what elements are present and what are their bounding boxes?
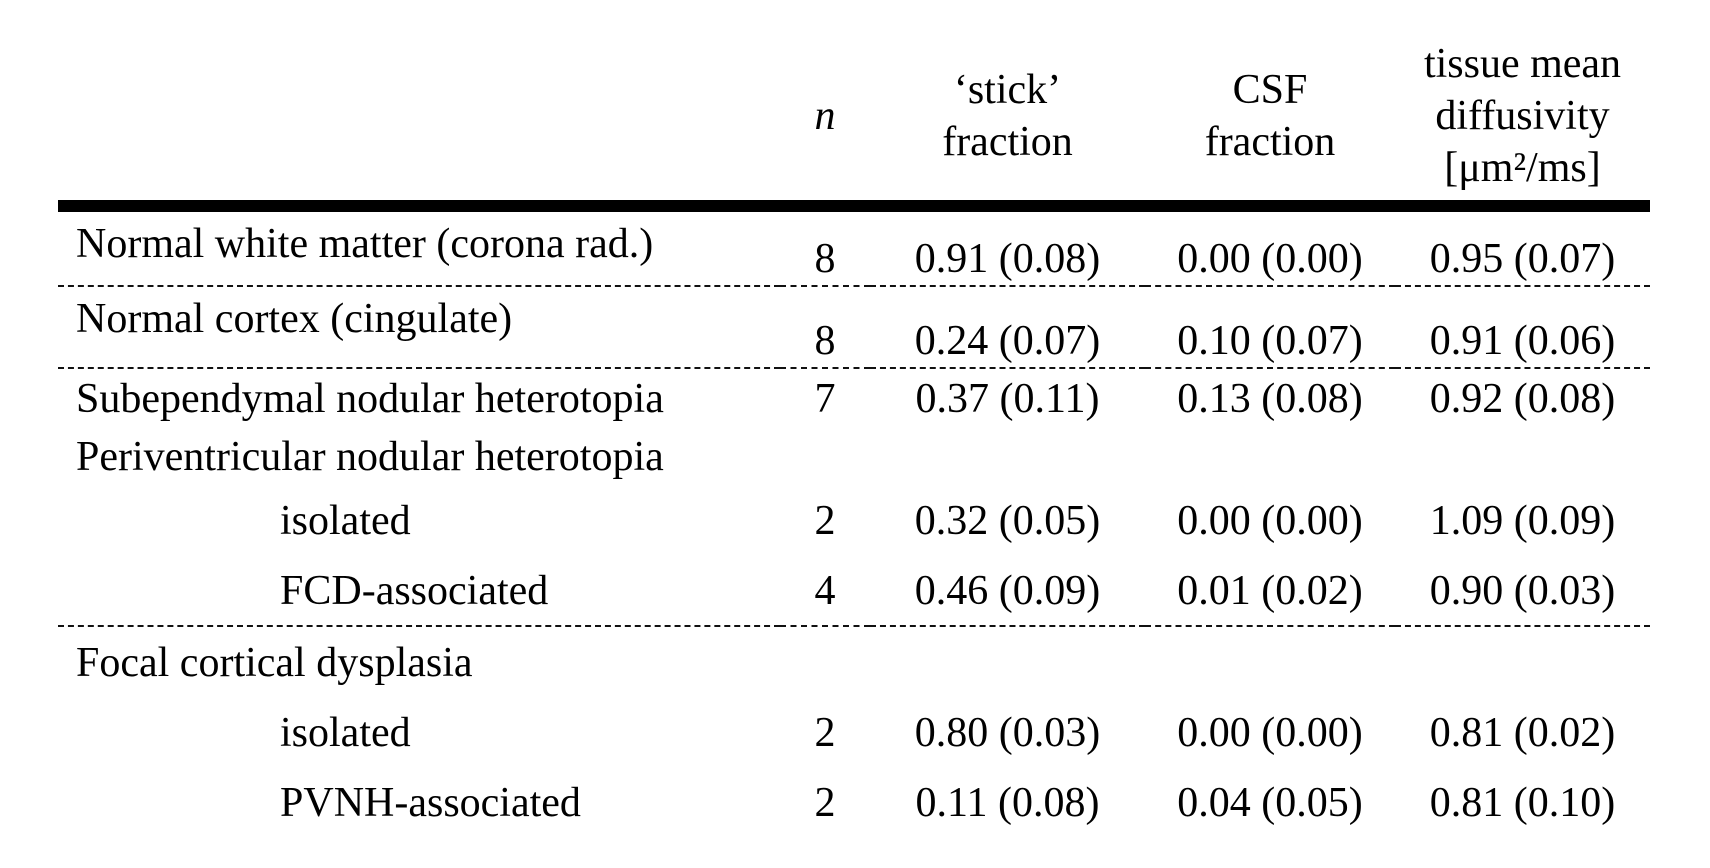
stick-fraction-value: 0.11 (0.08)	[915, 780, 1100, 826]
row-subependymal-heterotopia: Subependymal nodular heterotopia 7 0.37 …	[58, 368, 1650, 428]
n-value: 8	[814, 318, 836, 364]
col-header-tissue-mean-diffusivity: tissue mean diffusivity [μm²/ms]	[1423, 41, 1622, 191]
stick-fraction-value: 0.46 (0.09)	[914, 567, 1101, 614]
csf-fraction-value	[1145, 626, 1395, 698]
n-value: 2	[814, 498, 836, 544]
csf-fraction-value: 0.04 (0.05)	[1177, 780, 1363, 826]
stick-fraction-value: 0.91 (0.08)	[914, 236, 1101, 282]
row-focal-cortical-dysplasia-group: Focal cortical dysplasia	[58, 626, 1650, 698]
row-label: FCD-associated	[280, 567, 549, 614]
diffusivity-value: 0.81 (0.02)	[1429, 710, 1616, 756]
row-normal-cortex: Normal cortex (cingulate) 8 0.24 (0.07) …	[58, 286, 1650, 368]
diffusivity-value	[1395, 626, 1650, 698]
csf-fraction-value	[1145, 428, 1395, 486]
row-label: Periventricular nodular heterotopia	[76, 434, 664, 480]
row-label: PVNH-associated	[280, 780, 581, 826]
n-value: 2	[814, 780, 836, 826]
diffusivity-value: 0.91 (0.06)	[1429, 318, 1616, 364]
col-header-n: n	[814, 93, 836, 139]
diffusivity-value	[1395, 428, 1650, 486]
stick-fraction-value	[870, 428, 1145, 486]
n-value: 4	[814, 567, 836, 614]
stick-fraction-value: 0.37 (0.11)	[915, 375, 1100, 422]
n-value: 8	[814, 236, 836, 282]
diffusivity-value: 0.81 (0.10)	[1429, 780, 1616, 826]
csf-fraction-value: 0.00 (0.00)	[1177, 710, 1363, 756]
csf-fraction-value: 0.13 (0.08)	[1177, 375, 1363, 422]
row-label: Normal white matter (corona rad.)	[76, 221, 654, 267]
csf-fraction-value: 0.00 (0.00)	[1177, 236, 1363, 282]
results-table: n ‘stick’ fraction CSF fraction tissue m…	[58, 38, 1650, 838]
row-periventricular-heterotopia-group: Periventricular nodular heterotopia	[58, 428, 1650, 486]
csf-fraction-value: 0.01 (0.02)	[1177, 567, 1363, 614]
diffusivity-value: 1.09 (0.09)	[1429, 498, 1616, 544]
diffusivity-value: 0.92 (0.08)	[1429, 375, 1616, 422]
diffusivity-value: 0.90 (0.03)	[1429, 567, 1616, 614]
n-value: 2	[814, 710, 836, 756]
results-table-container: n ‘stick’ fraction CSF fraction tissue m…	[58, 38, 1650, 838]
row-fcd-isolated: isolated 2 0.80 (0.03) 0.00 (0.00) 0.81 …	[58, 698, 1650, 768]
row-label: isolated	[280, 498, 411, 544]
col-header-stick-fraction: ‘stick’ fraction	[942, 67, 1073, 165]
row-label: Focal cortical dysplasia	[76, 639, 473, 686]
row-label: isolated	[280, 710, 411, 756]
row-fcd-pvnh-associated: PVNH-associated 2 0.11 (0.08) 0.04 (0.05…	[58, 768, 1650, 838]
table-header: n ‘stick’ fraction CSF fraction tissue m…	[58, 38, 1650, 206]
row-pvnh-fcd-associated: FCD-associated 4 0.46 (0.09) 0.01 (0.02)…	[58, 556, 1650, 626]
row-pvnh-isolated: isolated 2 0.32 (0.05) 0.00 (0.00) 1.09 …	[58, 486, 1650, 556]
row-normal-white-matter: Normal white matter (corona rad.) 8 0.91…	[58, 206, 1650, 286]
n-value	[780, 626, 870, 698]
n-value	[780, 428, 870, 486]
header-row: n ‘stick’ fraction CSF fraction tissue m…	[58, 38, 1650, 206]
col-header-blank	[58, 38, 780, 206]
stick-fraction-value: 0.24 (0.07)	[914, 318, 1101, 364]
csf-fraction-value: 0.10 (0.07)	[1177, 318, 1363, 364]
col-header-csf-fraction: CSF fraction	[1204, 67, 1336, 165]
stick-fraction-value: 0.80 (0.03)	[914, 710, 1101, 756]
row-label: Normal cortex (cingulate)	[76, 296, 513, 342]
n-value: 7	[814, 375, 836, 422]
csf-fraction-value: 0.00 (0.00)	[1177, 498, 1363, 544]
diffusivity-value: 0.95 (0.07)	[1429, 236, 1616, 282]
table-body: Normal white matter (corona rad.) 8 0.91…	[58, 206, 1650, 838]
stick-fraction-value	[870, 626, 1145, 698]
stick-fraction-value: 0.32 (0.05)	[914, 498, 1101, 544]
row-label: Subependymal nodular heterotopia	[76, 375, 664, 422]
